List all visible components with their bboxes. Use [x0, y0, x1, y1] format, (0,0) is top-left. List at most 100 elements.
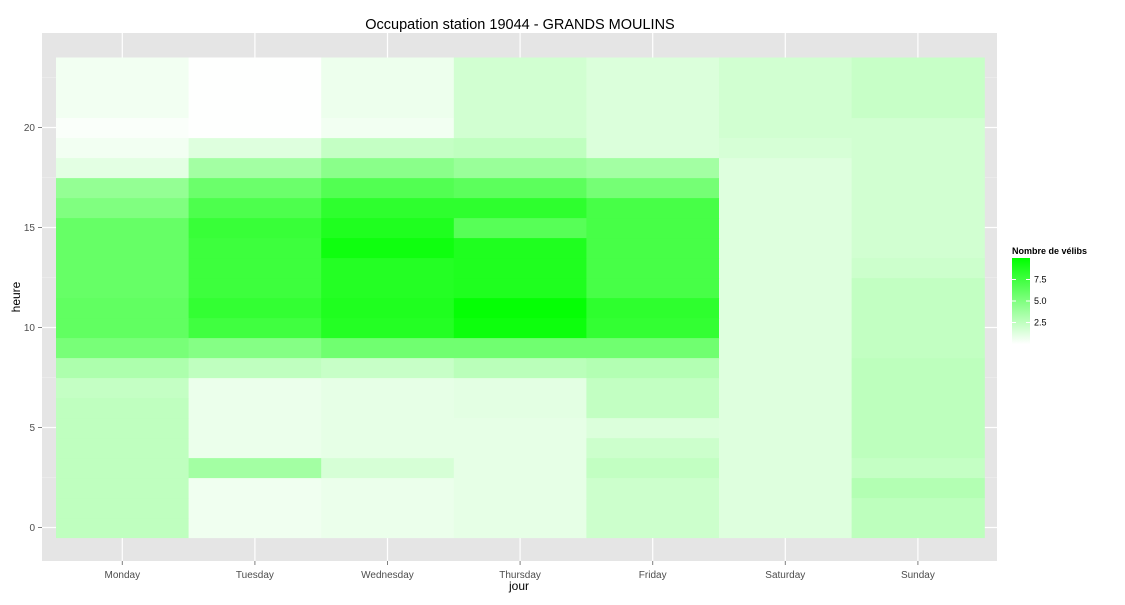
heatmap-cell — [719, 97, 853, 119]
heatmap-cell — [188, 477, 322, 499]
heatmap-cell — [586, 77, 720, 99]
x-tick-label: Tuesday — [236, 570, 274, 581]
heatmap-cell — [851, 257, 985, 279]
heatmap-cell — [586, 317, 720, 339]
chart-title: Occupation station 19044 - GRANDS MOULIN… — [365, 17, 674, 33]
heatmap-cell — [321, 317, 455, 339]
heatmap-cell — [321, 497, 455, 519]
heatmap-cell — [851, 117, 985, 139]
heatmap-cell — [56, 437, 190, 459]
heatmap-cell — [851, 397, 985, 419]
heatmap-cell — [851, 197, 985, 219]
heatmap-cell — [321, 517, 455, 539]
heatmap-cell — [56, 237, 190, 259]
heatmap-cell — [321, 377, 455, 399]
heatmap-cell — [453, 197, 587, 219]
heatmap-cell — [321, 137, 455, 159]
heatmap-cell — [453, 377, 587, 399]
heatmap-cell — [586, 157, 720, 179]
heatmap-cell — [586, 117, 720, 139]
heatmap-cell — [56, 337, 190, 359]
heatmap-cell — [453, 77, 587, 99]
heatmap-cell — [719, 157, 853, 179]
heatmap-cell — [188, 357, 322, 379]
heatmap-cell — [453, 137, 587, 159]
heatmap-cell — [56, 257, 190, 279]
heatmap-cell — [56, 97, 190, 119]
heatmap-cell — [586, 457, 720, 479]
heatmap-cell — [188, 277, 322, 299]
heatmap-cell — [719, 517, 853, 539]
heatmap-cell — [321, 477, 455, 499]
heatmap-cell — [719, 357, 853, 379]
heatmap-cell — [719, 277, 853, 299]
heatmap-cell — [56, 77, 190, 99]
heatmap-cell — [188, 217, 322, 239]
heatmap-cell — [56, 377, 190, 399]
heatmap-cell — [453, 157, 587, 179]
heatmap-cell — [586, 337, 720, 359]
heatmap-cell — [453, 297, 587, 319]
heatmap-cell — [719, 137, 853, 159]
heatmap-cell — [321, 337, 455, 359]
heatmap-cell — [851, 477, 985, 499]
heatmap-cell — [56, 57, 190, 79]
x-tick-label: Saturday — [765, 570, 805, 581]
x-tick-label: Wednesday — [361, 570, 414, 581]
heatmap-cell — [188, 257, 322, 279]
heatmap-cell — [851, 237, 985, 259]
heatmap-cell — [586, 57, 720, 79]
heatmap-cell — [453, 437, 587, 459]
heatmap-cell — [586, 517, 720, 539]
heatmap-cell — [321, 257, 455, 279]
heatmap-cell — [188, 237, 322, 259]
heatmap-cell — [586, 257, 720, 279]
heatmap-cell — [453, 57, 587, 79]
heatmap-cell — [719, 477, 853, 499]
heatmap-cell — [188, 457, 322, 479]
heatmap-cell — [851, 517, 985, 539]
heatmap-cell — [851, 157, 985, 179]
heatmap-cell — [188, 437, 322, 459]
heatmap-cell — [56, 117, 190, 139]
heatmap-cell — [453, 237, 587, 259]
heatmap-cell — [719, 117, 853, 139]
heatmap-cell — [56, 137, 190, 159]
heatmap-cell — [586, 97, 720, 119]
heatmap-cell — [321, 57, 455, 79]
legend-colorbar — [1012, 258, 1030, 344]
heatmap-cell — [56, 217, 190, 239]
heatmap-cell — [321, 117, 455, 139]
heatmap-cell — [719, 457, 853, 479]
heatmap-cell — [851, 357, 985, 379]
heatmap-cell — [453, 177, 587, 199]
heatmap-cell — [188, 517, 322, 539]
heatmap-cell — [321, 217, 455, 239]
heatmap-cell — [586, 497, 720, 519]
heatmap-cell — [851, 97, 985, 119]
heatmap-cell — [851, 457, 985, 479]
y-tick-label: 10 — [24, 323, 36, 334]
heatmap-cell — [188, 297, 322, 319]
heatmap-cell — [453, 517, 587, 539]
heatmap-cell — [188, 177, 322, 199]
heatmap-cell — [586, 277, 720, 299]
heatmap-cell — [719, 257, 853, 279]
heatmap-cell — [188, 397, 322, 419]
y-axis-title: heure — [9, 281, 23, 312]
heatmap-cell — [586, 197, 720, 219]
heatmap-cell — [56, 317, 190, 339]
heatmap-cell — [453, 337, 587, 359]
x-tick-label: Friday — [639, 570, 667, 581]
heatmap-cell — [586, 377, 720, 399]
heatmap-cell — [453, 277, 587, 299]
x-tick-label: Thursday — [499, 570, 541, 581]
heatmap-cell — [321, 97, 455, 119]
heatmap-cell — [453, 117, 587, 139]
heatmap-cell — [719, 417, 853, 439]
heatmap-cell — [719, 217, 853, 239]
y-tick-label: 15 — [24, 223, 36, 234]
heatmap-cell — [719, 497, 853, 519]
heatmap-cell — [851, 57, 985, 79]
